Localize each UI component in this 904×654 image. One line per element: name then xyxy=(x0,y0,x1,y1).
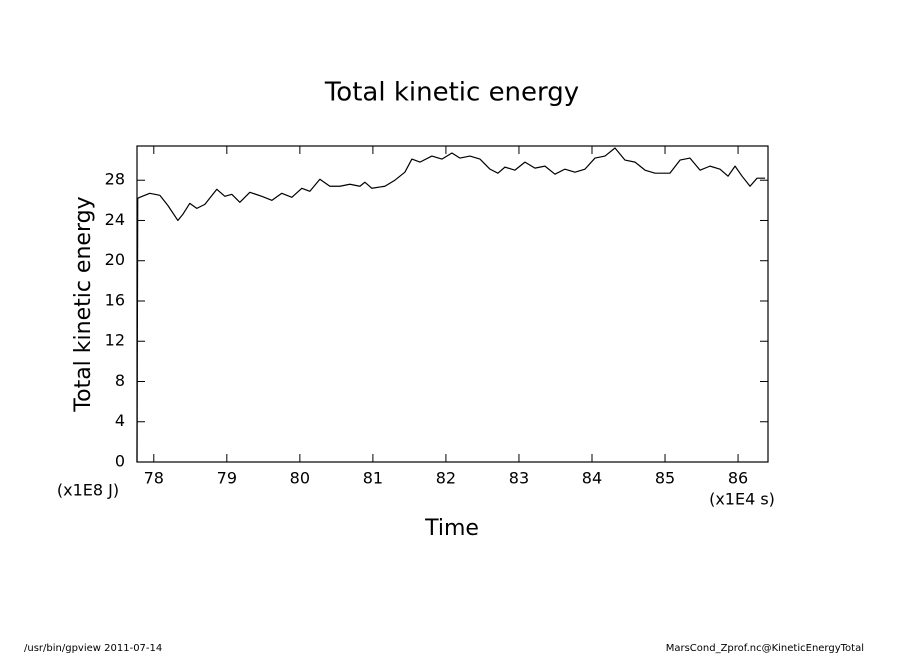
y-tick-label: 28 xyxy=(105,170,125,189)
y-tick-label: 0 xyxy=(115,452,125,471)
x-tick-label: 82 xyxy=(436,469,456,488)
footer-right: MarsCond_Zprof.nc@KineticEnergyTotal xyxy=(666,643,864,654)
plot-frame xyxy=(136,145,769,463)
x-tick-label: 84 xyxy=(582,469,602,488)
x-tick-label: 83 xyxy=(509,469,529,488)
x-tick-label: 81 xyxy=(363,469,383,488)
x-tick-label: 86 xyxy=(728,469,748,488)
footer-left: /usr/bin/gpview 2011-07-14 xyxy=(24,643,162,654)
x-axis-label: Time xyxy=(424,516,479,541)
y-tick-label: 12 xyxy=(105,331,125,350)
y-tick-label: 8 xyxy=(115,371,125,390)
y-unit: (x1E8 J) xyxy=(57,481,119,500)
chart-title: Total kinetic energy xyxy=(324,78,579,108)
y-axis-label: Total kinetic energy xyxy=(71,196,96,412)
x-tick-label: 79 xyxy=(217,469,237,488)
x-tick-label: 78 xyxy=(144,469,164,488)
y-tick-label: 4 xyxy=(115,411,125,430)
y-tick-label: 20 xyxy=(105,250,125,269)
x-tick-label: 80 xyxy=(290,469,310,488)
data-line xyxy=(136,147,766,463)
y-tick-label: 16 xyxy=(105,290,125,309)
x-tick-label: 85 xyxy=(655,469,675,488)
x-unit: (x1E4 s) xyxy=(709,490,775,509)
y-tick-label: 24 xyxy=(105,210,125,229)
